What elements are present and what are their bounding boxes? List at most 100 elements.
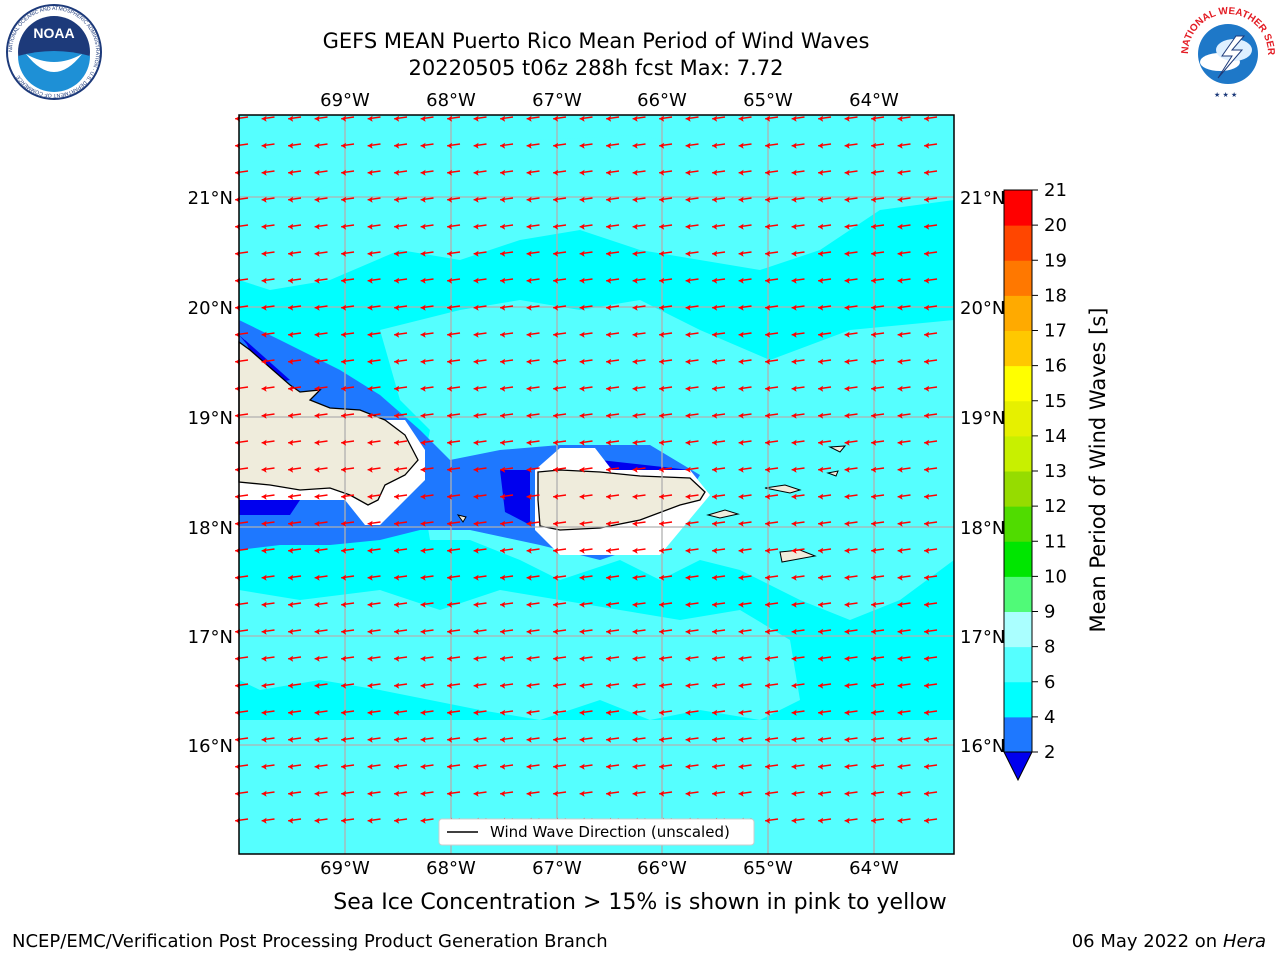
wind-wave-arrow	[712, 358, 726, 365]
wind-wave-arrow	[871, 655, 885, 662]
wind-wave-arrow	[288, 817, 302, 824]
wind-wave-arrow	[924, 412, 938, 419]
colorbar-segment	[1004, 225, 1032, 261]
wind-wave-arrow	[765, 547, 779, 554]
wind-wave-arrow	[261, 223, 275, 230]
wind-wave-arrow	[659, 115, 673, 122]
wind-wave-arrow	[341, 547, 355, 554]
wind-wave-arrow	[394, 763, 408, 770]
wind-wave-arrow	[341, 358, 355, 365]
wind-wave-arrow	[288, 277, 302, 284]
wind-wave-arrow	[871, 277, 885, 284]
lat-label-left: 20°N	[188, 298, 233, 319]
wind-wave-arrow	[791, 439, 805, 446]
wind-wave-arrow	[712, 682, 726, 689]
wind-wave-arrow	[897, 493, 911, 500]
wind-wave-arrow	[818, 223, 832, 230]
wind-wave-arrow	[394, 547, 408, 554]
wind-wave-arrow	[341, 169, 355, 176]
lon-label-bottom: 66°W	[637, 858, 687, 879]
wind-wave-arrow	[447, 223, 461, 230]
wind-wave-arrow	[526, 628, 540, 635]
wind-wave-arrow	[738, 763, 752, 770]
wind-wave-arrow	[818, 358, 832, 365]
wind-wave-arrow	[738, 466, 752, 473]
wind-wave-arrow	[288, 655, 302, 662]
wind-wave-arrow	[394, 412, 408, 419]
wind-wave-arrow	[659, 169, 673, 176]
wind-wave-arrow	[897, 142, 911, 149]
wind-wave-arrow	[394, 142, 408, 149]
wind-wave-arrow	[367, 601, 381, 608]
wind-wave-arrow	[685, 736, 699, 743]
wind-wave-arrow	[447, 412, 461, 419]
lon-label-bottom: 68°W	[426, 858, 476, 879]
wind-wave-arrow	[924, 331, 938, 338]
wind-wave-arrow	[394, 493, 408, 500]
wind-wave-arrow	[261, 493, 275, 500]
wind-wave-arrow	[261, 709, 275, 716]
wind-wave-arrow	[420, 520, 434, 527]
wind-wave-arrow	[394, 331, 408, 338]
wind-wave-arrow	[606, 790, 620, 797]
wind-wave-arrow	[791, 763, 805, 770]
wind-wave-arrow	[500, 358, 514, 365]
wind-wave-arrow	[871, 628, 885, 635]
wind-wave-arrow	[367, 520, 381, 527]
wind-wave-arrow	[341, 682, 355, 689]
wind-wave-arrow	[632, 196, 646, 203]
colorbar-segment	[1004, 611, 1032, 648]
wind-wave-arrow	[473, 412, 487, 419]
wind-wave-arrow	[871, 682, 885, 689]
wind-wave-arrow	[924, 169, 938, 176]
wind-wave-arrow	[394, 277, 408, 284]
wind-wave-arrow	[871, 520, 885, 527]
wind-wave-arrow	[659, 682, 673, 689]
wind-wave-arrow	[606, 601, 620, 608]
wind-wave-arrow	[632, 250, 646, 257]
wind-wave-arrow	[765, 277, 779, 284]
wind-wave-arrow	[579, 466, 593, 473]
wind-wave-arrow	[420, 331, 434, 338]
wind-wave-arrow	[712, 736, 726, 743]
lat-label-right: 16°N	[960, 736, 1005, 757]
wind-wave-arrow	[712, 601, 726, 608]
wind-wave-arrow	[632, 790, 646, 797]
wind-wave-arrow	[659, 520, 673, 527]
wind-wave-arrow	[314, 304, 328, 311]
wind-wave-arrow	[897, 790, 911, 797]
wind-wave-arrow	[447, 547, 461, 554]
wind-wave-arrow	[288, 169, 302, 176]
wind-wave-arrow	[606, 358, 620, 365]
wind-wave-arrow	[579, 412, 593, 419]
wind-wave-arrow	[659, 763, 673, 770]
wind-wave-arrow	[606, 628, 620, 635]
wind-wave-arrow	[871, 331, 885, 338]
wind-wave-arrow	[844, 763, 858, 770]
chart-subtitle: 20220505 t06z 288h fcst Max: 7.72	[408, 56, 784, 80]
wind-wave-arrow	[712, 196, 726, 203]
wind-wave-arrow	[288, 628, 302, 635]
wind-wave-arrow	[897, 277, 911, 284]
wind-wave-arrow	[924, 304, 938, 311]
wind-wave-arrow	[261, 304, 275, 311]
colorbar-tick-label: 20	[1044, 215, 1067, 236]
lon-label-bottom: 65°W	[743, 858, 793, 879]
wind-wave-arrow	[818, 682, 832, 689]
lon-label-top: 65°W	[743, 90, 793, 111]
wind-wave-arrow	[738, 277, 752, 284]
wind-wave-arrow	[261, 466, 275, 473]
colorbar-tick-label: 10	[1044, 566, 1067, 587]
wind-wave-arrow	[341, 115, 355, 122]
colorbar-segment	[1004, 506, 1032, 542]
wind-wave-arrow	[394, 439, 408, 446]
wind-wave-arrow	[738, 115, 752, 122]
wind-wave-arrow	[712, 763, 726, 770]
wind-wave-arrow	[765, 574, 779, 581]
wind-wave-arrow	[579, 115, 593, 122]
wind-wave-arrow	[897, 466, 911, 473]
wind-wave-arrow	[844, 574, 858, 581]
wind-wave-arrow	[871, 412, 885, 419]
wind-wave-arrow	[924, 763, 938, 770]
wind-wave-arrow	[685, 142, 699, 149]
